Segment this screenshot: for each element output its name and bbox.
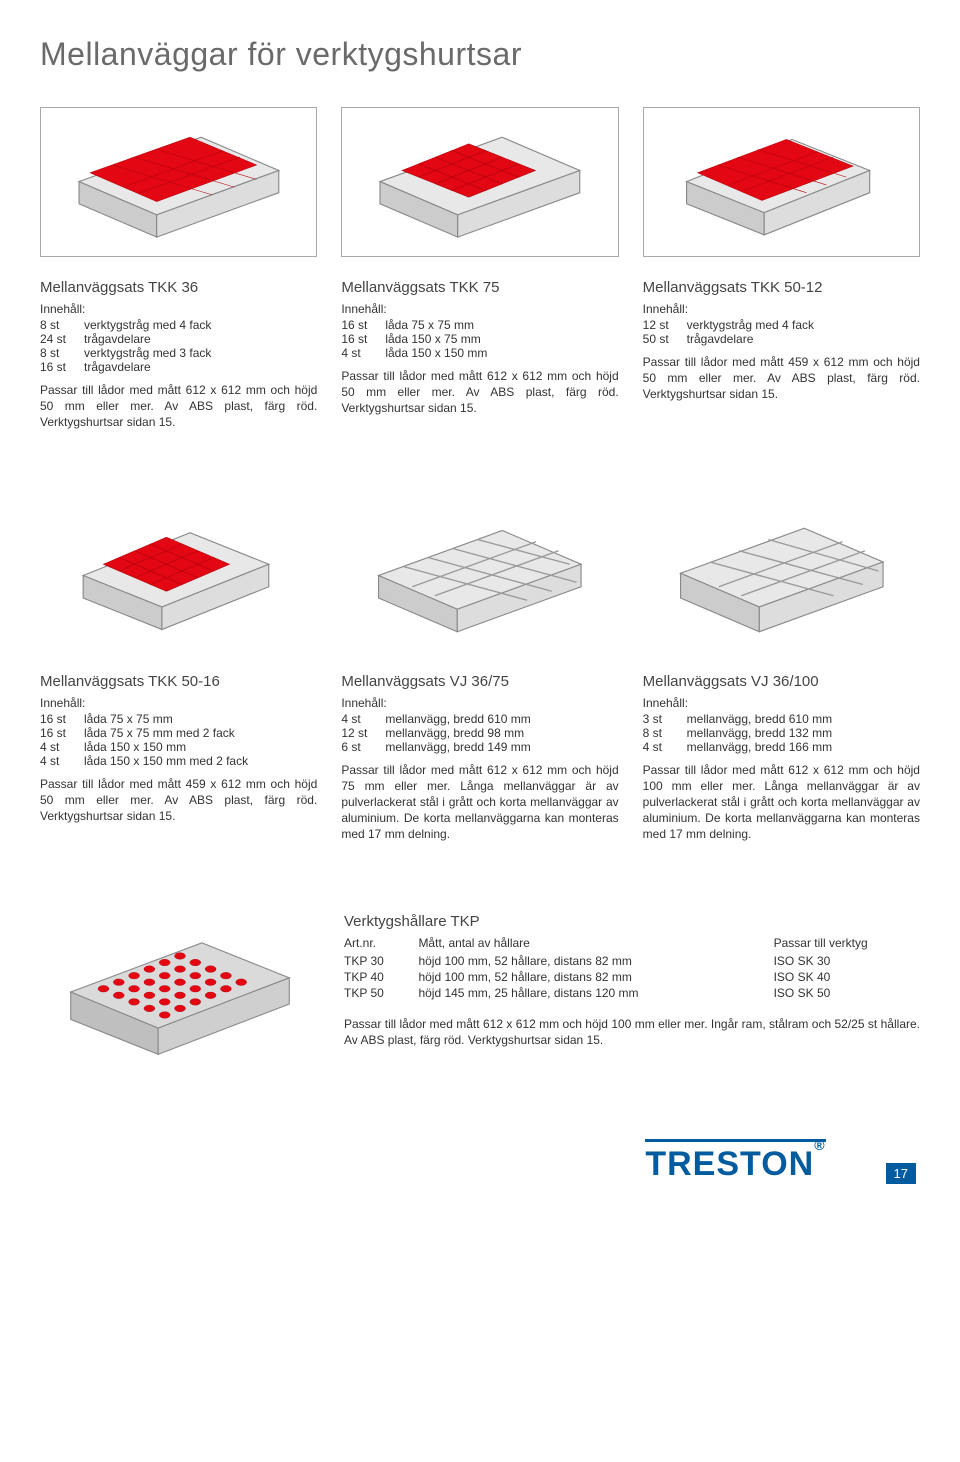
product-image <box>341 501 618 651</box>
product-title: Mellanväggsats TKK 75 <box>341 279 618 296</box>
product-tkp-image <box>40 913 320 1105</box>
tkp-table: Art.nr. Mått, antal av hållare Passar ti… <box>344 936 920 1002</box>
product-description: Passar till lådor med mått 612 x 612 mm … <box>643 762 920 843</box>
contents-label: Innehåll: <box>40 302 317 316</box>
product-image <box>40 501 317 651</box>
product-image <box>40 107 317 257</box>
table-row: TKP 50höjd 145 mm, 25 hållare, distans 1… <box>344 986 920 1002</box>
product-tkk-75: Mellanväggsats TKK 75 Innehåll: 16 stlåd… <box>341 107 618 431</box>
product-image <box>341 107 618 257</box>
contents-label: Innehåll: <box>341 696 618 710</box>
contents-list: 12 stverktygstråg med 4 fack 50 sttrågav… <box>643 318 920 346</box>
product-tkk-50-12: Mellanväggsats TKK 50-12 Innehåll: 12 st… <box>643 107 920 431</box>
product-description: Passar till lådor med mått 459 x 612 mm … <box>643 354 920 403</box>
contents-label: Innehåll: <box>643 696 920 710</box>
contents-list: 4 stmellanvägg, bredd 610 mm 12 stmellan… <box>341 712 618 754</box>
contents-label: Innehåll: <box>341 302 618 316</box>
product-description: Passar till lådor med mått 612 x 612 mm … <box>341 368 618 417</box>
product-title: Verktygshållare TKP <box>344 913 920 930</box>
product-description: Passar till lådor med mått 612 x 612 mm … <box>344 1016 920 1048</box>
page-number: 17 <box>886 1163 916 1184</box>
product-title: Mellanväggsats TKK 50-12 <box>643 279 920 296</box>
table-header: Mått, antal av hållare <box>418 936 773 954</box>
contents-list: 16 stlåda 75 x 75 mm 16 stlåda 75 x 75 m… <box>40 712 317 768</box>
table-header: Art.nr. <box>344 936 418 954</box>
page-title: Mellanväggar för verktygshurtsar <box>40 36 920 73</box>
product-vj-36-100: Mellanväggsats VJ 36/100 Innehåll: 3 stm… <box>643 501 920 843</box>
product-row-1: Mellanväggsats TKK 36 Innehåll: 8 stverk… <box>40 107 920 431</box>
product-tkk-36: Mellanväggsats TKK 36 Innehåll: 8 stverk… <box>40 107 317 431</box>
brand-logo: TRESTON® <box>645 1145 825 1184</box>
table-row: TKP 30höjd 100 mm, 52 hållare, distans 8… <box>344 954 920 970</box>
product-description: Passar till lådor med mått 612 x 612 mm … <box>341 762 618 843</box>
product-tkp-row: Verktygshållare TKP Art.nr. Mått, antal … <box>40 913 920 1105</box>
product-title: Mellanväggsats TKK 50-16 <box>40 673 317 690</box>
product-title: Mellanväggsats VJ 36/75 <box>341 673 618 690</box>
contents-label: Innehåll: <box>643 302 920 316</box>
product-description: Passar till lådor med mått 459 x 612 mm … <box>40 776 317 825</box>
product-image <box>643 107 920 257</box>
page-footer: TRESTON® 17 <box>40 1145 920 1184</box>
product-row-2: Mellanväggsats TKK 50-16 Innehåll: 16 st… <box>40 501 920 843</box>
product-description: Passar till lådor med mått 612 x 612 mm … <box>40 382 317 431</box>
contents-list: 8 stverktygstråg med 4 fack 24 sttrågavd… <box>40 318 317 374</box>
product-tkk-50-16: Mellanväggsats TKK 50-16 Innehåll: 16 st… <box>40 501 317 843</box>
product-title: Mellanväggsats TKK 36 <box>40 279 317 296</box>
product-vj-36-75: Mellanväggsats VJ 36/75 Innehåll: 4 stme… <box>341 501 618 843</box>
table-header: Passar till verktyg <box>774 936 920 954</box>
contents-list: 3 stmellanvägg, bredd 610 mm 8 stmellanv… <box>643 712 920 754</box>
contents-label: Innehåll: <box>40 696 317 710</box>
table-row: TKP 40höjd 100 mm, 52 hållare, distans 8… <box>344 970 920 986</box>
product-title: Mellanväggsats VJ 36/100 <box>643 673 920 690</box>
product-image <box>643 501 920 651</box>
contents-list: 16 stlåda 75 x 75 mm 16 stlåda 150 x 75 … <box>341 318 618 360</box>
